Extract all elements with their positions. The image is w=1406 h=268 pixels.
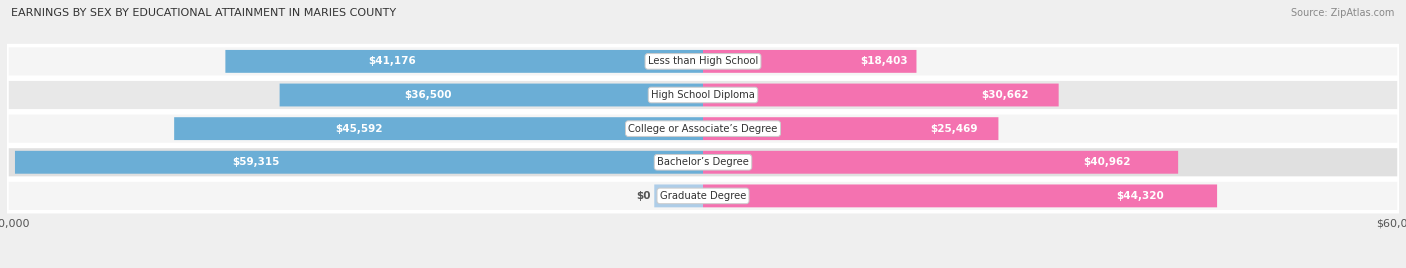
Text: $41,176: $41,176 bbox=[368, 56, 416, 66]
FancyBboxPatch shape bbox=[7, 180, 1399, 212]
Text: High School Diploma: High School Diploma bbox=[651, 90, 755, 100]
FancyBboxPatch shape bbox=[7, 147, 1399, 178]
FancyBboxPatch shape bbox=[225, 50, 703, 73]
FancyBboxPatch shape bbox=[654, 184, 703, 207]
FancyBboxPatch shape bbox=[703, 50, 917, 73]
FancyBboxPatch shape bbox=[7, 113, 1399, 144]
Text: $30,662: $30,662 bbox=[981, 90, 1029, 100]
Text: EARNINGS BY SEX BY EDUCATIONAL ATTAINMENT IN MARIES COUNTY: EARNINGS BY SEX BY EDUCATIONAL ATTAINMEN… bbox=[11, 8, 396, 18]
Text: Graduate Degree: Graduate Degree bbox=[659, 191, 747, 201]
FancyBboxPatch shape bbox=[280, 84, 703, 106]
Text: $44,320: $44,320 bbox=[1116, 191, 1164, 201]
FancyBboxPatch shape bbox=[7, 46, 1399, 77]
FancyBboxPatch shape bbox=[703, 84, 1059, 106]
FancyBboxPatch shape bbox=[703, 117, 998, 140]
Text: $18,403: $18,403 bbox=[860, 56, 908, 66]
FancyBboxPatch shape bbox=[703, 184, 1218, 207]
Text: $25,469: $25,469 bbox=[931, 124, 977, 134]
Text: College or Associate’s Degree: College or Associate’s Degree bbox=[628, 124, 778, 134]
Text: $45,592: $45,592 bbox=[336, 124, 382, 134]
Text: $40,962: $40,962 bbox=[1083, 157, 1130, 167]
Text: $0: $0 bbox=[637, 191, 651, 201]
Text: Source: ZipAtlas.com: Source: ZipAtlas.com bbox=[1291, 8, 1395, 18]
FancyBboxPatch shape bbox=[174, 117, 703, 140]
Text: $59,315: $59,315 bbox=[232, 157, 280, 167]
FancyBboxPatch shape bbox=[703, 151, 1178, 174]
FancyBboxPatch shape bbox=[15, 151, 703, 174]
Text: Less than High School: Less than High School bbox=[648, 56, 758, 66]
Text: $36,500: $36,500 bbox=[404, 90, 451, 100]
Text: Bachelor’s Degree: Bachelor’s Degree bbox=[657, 157, 749, 167]
FancyBboxPatch shape bbox=[7, 79, 1399, 111]
